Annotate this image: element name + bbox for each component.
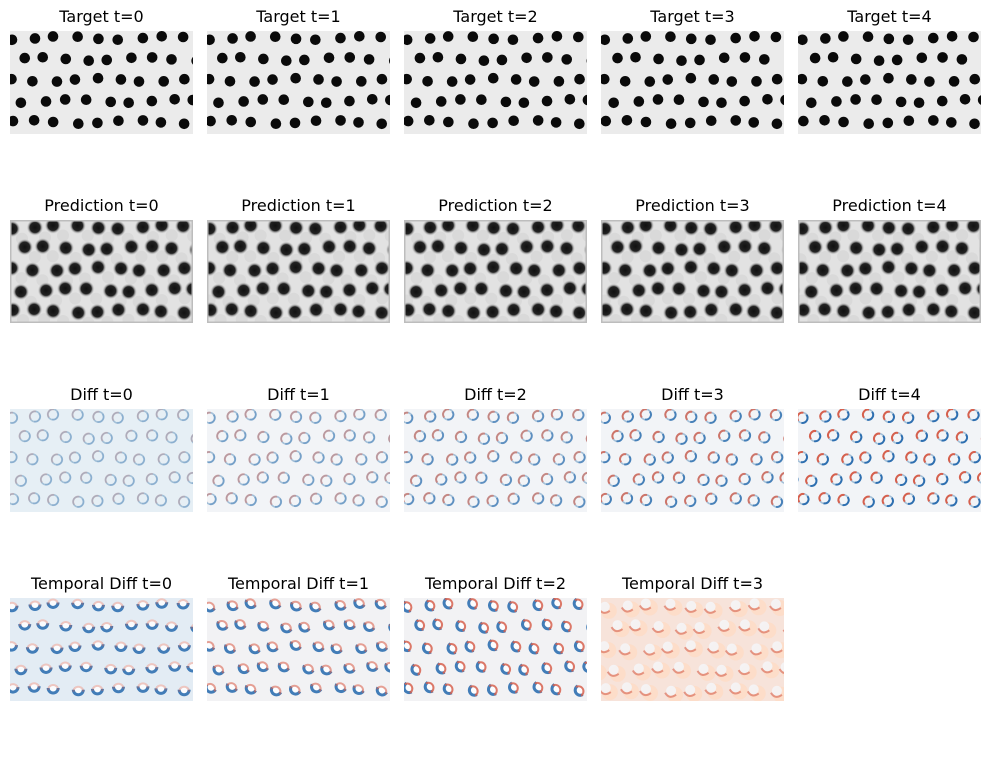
diff-panel-t0: Diff t=0 bbox=[10, 385, 193, 512]
prediction-panel-title: Prediction t=4 bbox=[832, 196, 947, 215]
temporal-panel-t1: Temporal Diff t=1 bbox=[207, 574, 390, 701]
diff-image bbox=[10, 409, 193, 512]
temporal-image bbox=[207, 598, 390, 701]
target-panel-title: Target t=3 bbox=[650, 7, 735, 26]
temporal-panel-t3: Temporal Diff t=3 bbox=[601, 574, 784, 701]
prediction-image bbox=[207, 220, 390, 323]
diff-panel-title: Diff t=2 bbox=[464, 385, 527, 404]
prediction-panel-t3: Prediction t=3 bbox=[601, 196, 784, 323]
diff-panel-t3: Diff t=3 bbox=[601, 385, 784, 512]
temporal-panel-title: Temporal Diff t=1 bbox=[227, 574, 370, 593]
prediction-image bbox=[404, 220, 587, 323]
temporal-panel-title: Temporal Diff t=0 bbox=[30, 574, 173, 593]
temporal-image bbox=[601, 598, 784, 701]
temporal-panel-title: Temporal Diff t=3 bbox=[621, 574, 764, 593]
prediction-panel-title: Prediction t=0 bbox=[44, 196, 159, 215]
target-panel-t2: Target t=2 bbox=[404, 7, 587, 134]
target-panel-t0: Target t=0 bbox=[10, 7, 193, 134]
target-image bbox=[404, 31, 587, 134]
prediction-panel-t1: Prediction t=1 bbox=[207, 196, 390, 323]
target-panel-t4: Target t=4 bbox=[798, 7, 981, 134]
diff-panel-t1: Diff t=1 bbox=[207, 385, 390, 512]
target-image bbox=[207, 31, 390, 134]
prediction-panel-t4: Prediction t=4 bbox=[798, 196, 981, 323]
temporal-panel-t0: Temporal Diff t=0 bbox=[10, 574, 193, 701]
diff-panel-title: Diff t=3 bbox=[661, 385, 724, 404]
temporal-image bbox=[10, 598, 193, 701]
diff-panel-title: Diff t=4 bbox=[858, 385, 921, 404]
diff-panel-t4: Diff t=4 bbox=[798, 385, 981, 512]
diff-image bbox=[798, 409, 981, 512]
diff-image bbox=[404, 409, 587, 512]
temporal-panel-t2: Temporal Diff t=2 bbox=[404, 574, 587, 701]
target-image bbox=[798, 31, 981, 134]
diff-panel-title: Diff t=0 bbox=[70, 385, 133, 404]
target-panel-title: Target t=0 bbox=[59, 7, 144, 26]
target-panel-title: Target t=1 bbox=[256, 7, 341, 26]
prediction-panel-t2: Prediction t=2 bbox=[404, 196, 587, 323]
prediction-panel-title: Prediction t=1 bbox=[241, 196, 356, 215]
temporal-panel-title: Temporal Diff t=2 bbox=[424, 574, 567, 593]
diff-image bbox=[601, 409, 784, 512]
target-panel-t3: Target t=3 bbox=[601, 7, 784, 134]
target-panel-title: Target t=2 bbox=[453, 7, 538, 26]
diff-panel-title: Diff t=1 bbox=[267, 385, 330, 404]
diff-image bbox=[207, 409, 390, 512]
prediction-panel-title: Prediction t=3 bbox=[635, 196, 750, 215]
temporal-image bbox=[404, 598, 587, 701]
prediction-panel-t0: Prediction t=0 bbox=[10, 196, 193, 323]
prediction-image bbox=[601, 220, 784, 323]
target-image bbox=[601, 31, 784, 134]
target-panel-t1: Target t=1 bbox=[207, 7, 390, 134]
diff-panel-t2: Diff t=2 bbox=[404, 385, 587, 512]
prediction-image bbox=[10, 220, 193, 323]
prediction-panel-title: Prediction t=2 bbox=[438, 196, 553, 215]
target-image bbox=[10, 31, 193, 134]
prediction-image bbox=[798, 220, 981, 323]
target-panel-title: Target t=4 bbox=[847, 7, 932, 26]
